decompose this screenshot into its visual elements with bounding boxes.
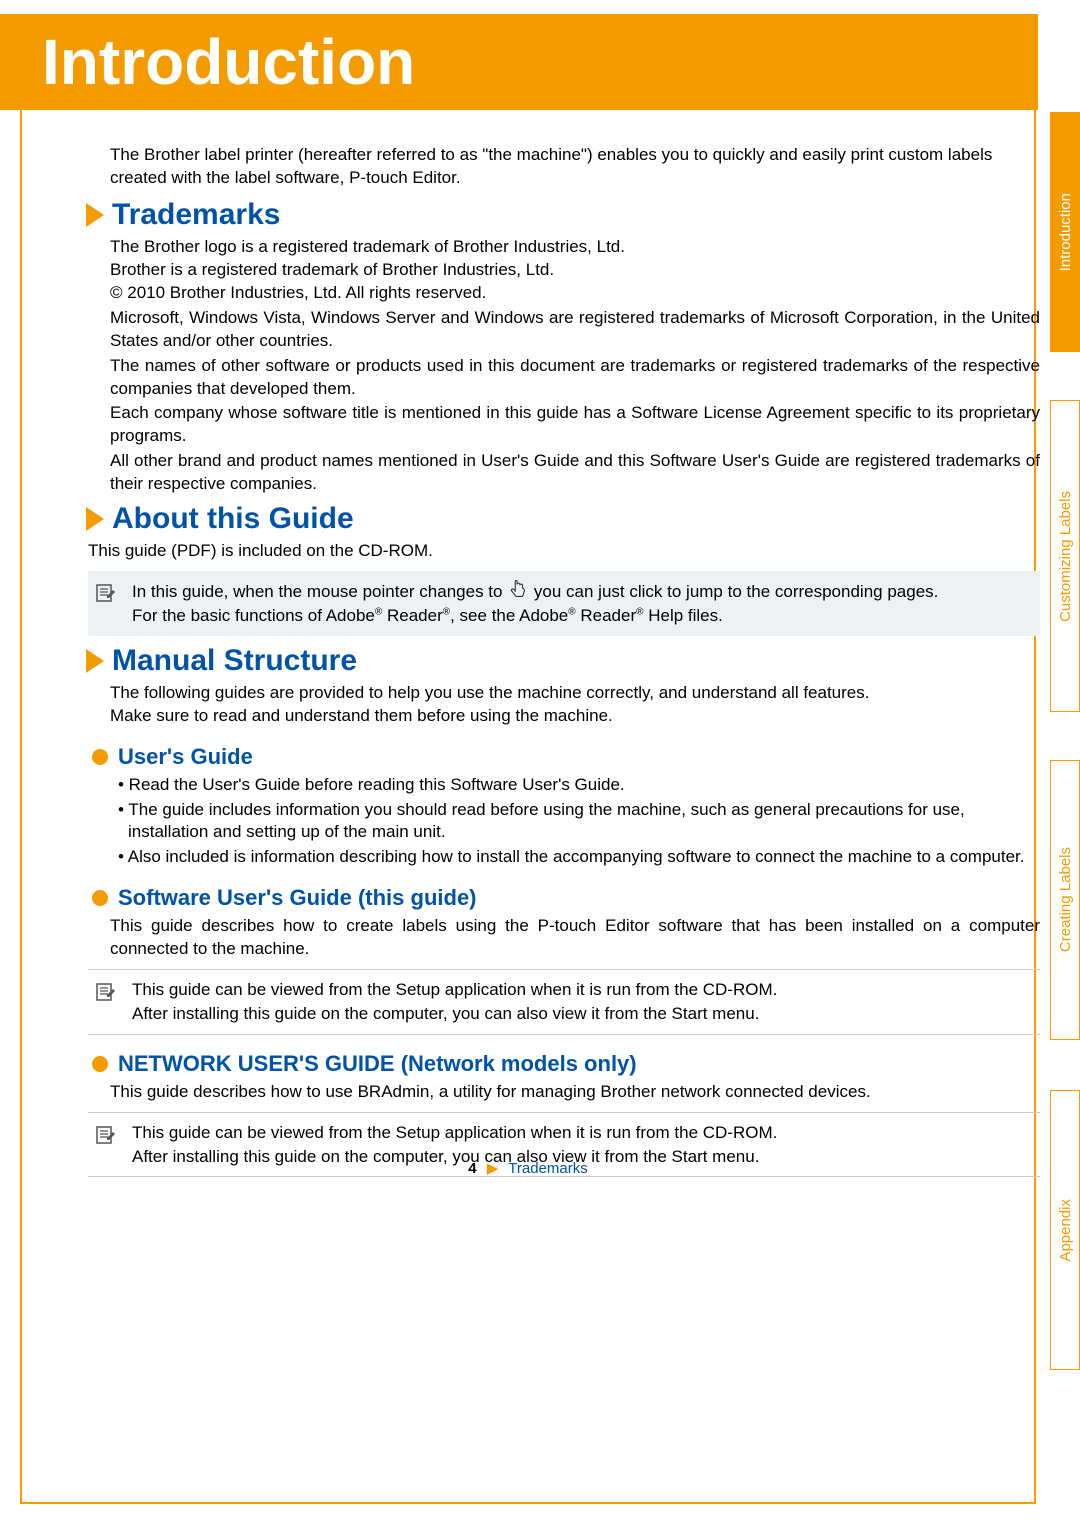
tab-label: Appendix: [1057, 1179, 1074, 1282]
note-text: In this guide, when the mouse pointer ch…: [132, 579, 938, 628]
circle-bullet-icon: [92, 1056, 108, 1072]
side-tabstrip: Introduction Customizing Labels Creating…: [1044, 0, 1080, 1527]
triangle-bullet-icon: [86, 649, 104, 673]
tab-customizing-labels[interactable]: Customizing Labels: [1050, 400, 1080, 712]
heading-about-text: About this Guide: [112, 502, 354, 536]
tab-appendix[interactable]: Appendix: [1050, 1090, 1080, 1370]
trademark-line: The names of other software or products …: [110, 355, 1040, 401]
chapter-title: Introduction: [42, 26, 415, 98]
note-text: This guide can be viewed from the Setup …: [132, 978, 777, 1026]
registered-mark: ®: [636, 606, 643, 617]
pointer-hand-icon: [507, 579, 529, 601]
trademark-line: Brother is a registered trademark of Bro…: [110, 259, 1040, 282]
triangle-bullet-icon: [86, 507, 104, 531]
note-line2a: For the basic functions of Adobe: [132, 606, 375, 625]
heading-software-guide-text: Software User's Guide (this guide): [118, 885, 477, 911]
intro-text: The Brother label printer (hereafter ref…: [110, 144, 1010, 190]
chapter-header: Introduction: [0, 14, 1038, 110]
heading-users-guide: User's Guide: [92, 744, 1024, 770]
trademark-line: All other brand and product names mentio…: [110, 450, 1040, 496]
page-number: 4: [468, 1160, 476, 1177]
registered-mark: ®: [443, 606, 450, 617]
note-line2e: Help files.: [644, 606, 723, 625]
list-item: • Read the User's Guide before reading t…: [118, 774, 1036, 797]
note-line2: After installing this guide on the compu…: [132, 1004, 759, 1023]
trademark-line: Each company whose software title is men…: [110, 402, 1040, 448]
circle-bullet-icon: [92, 749, 108, 765]
tab-creating-labels[interactable]: Creating Labels: [1050, 760, 1080, 1040]
page-footer: 4 ▶ Trademarks: [20, 1159, 1036, 1177]
heading-network-guide-text: NETWORK USER'S GUIDE (Network models onl…: [118, 1051, 637, 1077]
trademark-line: Microsoft, Windows Vista, Windows Server…: [110, 307, 1040, 353]
software-guide-p: This guide describes how to create label…: [110, 915, 1040, 961]
note-line1a: In this guide, when the mouse pointer ch…: [132, 582, 507, 601]
note-icon: [94, 1123, 118, 1147]
trademark-line: © 2010 Brother Industries, Ltd. All righ…: [110, 282, 1040, 305]
heading-software-guide: Software User's Guide (this guide): [92, 885, 1024, 911]
registered-mark: ®: [568, 606, 575, 617]
note-icon: [94, 581, 118, 605]
manual-p1: The following guides are provided to hel…: [110, 682, 1040, 705]
list-item: • Also included is information describin…: [118, 846, 1036, 869]
heading-network-guide: NETWORK USER'S GUIDE (Network models onl…: [92, 1051, 1024, 1077]
about-text: This guide (PDF) is included on the CD-R…: [88, 540, 1018, 563]
heading-manual: Manual Structure: [86, 644, 1024, 678]
note-box-about: In this guide, when the mouse pointer ch…: [88, 571, 1040, 636]
tab-label: Customizing Labels: [1057, 471, 1074, 642]
triangle-bullet-icon: [86, 203, 104, 227]
heading-users-guide-text: User's Guide: [118, 744, 253, 770]
note-box-software: This guide can be viewed from the Setup …: [88, 969, 1040, 1035]
list-item: • The guide includes information you sho…: [118, 799, 1036, 845]
tab-label: Creating Labels: [1057, 827, 1074, 972]
tab-label: Introduction: [1057, 173, 1074, 291]
body: The Brother label printer (hereafter ref…: [20, 130, 1036, 1185]
note-line1: This guide can be viewed from the Setup …: [132, 1123, 777, 1142]
note-line1b: you can just click to jump to the corres…: [534, 582, 938, 601]
manual-p2: Make sure to read and understand them be…: [110, 705, 1040, 728]
trademark-line: The Brother logo is a registered tradema…: [110, 236, 1040, 259]
circle-bullet-icon: [92, 890, 108, 906]
note-line2b: Reader: [382, 606, 442, 625]
heading-trademarks-text: Trademarks: [112, 198, 280, 232]
heading-manual-text: Manual Structure: [112, 644, 357, 678]
network-guide-p: This guide describes how to use BRAdmin,…: [110, 1081, 1040, 1104]
tab-introduction[interactable]: Introduction: [1050, 112, 1080, 352]
users-guide-list: • Read the User's Guide before reading t…: [118, 774, 1036, 870]
note-line2d: Reader: [576, 606, 636, 625]
note-line1: This guide can be viewed from the Setup …: [132, 980, 777, 999]
heading-trademarks: Trademarks: [86, 198, 1024, 232]
footer-link[interactable]: Trademarks: [508, 1160, 587, 1177]
note-line2c: , see the Adobe: [450, 606, 568, 625]
heading-about: About this Guide: [86, 502, 1024, 536]
page: Introduction The Brother label printer (…: [0, 0, 1080, 1527]
note-icon: [94, 980, 118, 1004]
footer-separator-icon: ▶: [487, 1160, 499, 1177]
